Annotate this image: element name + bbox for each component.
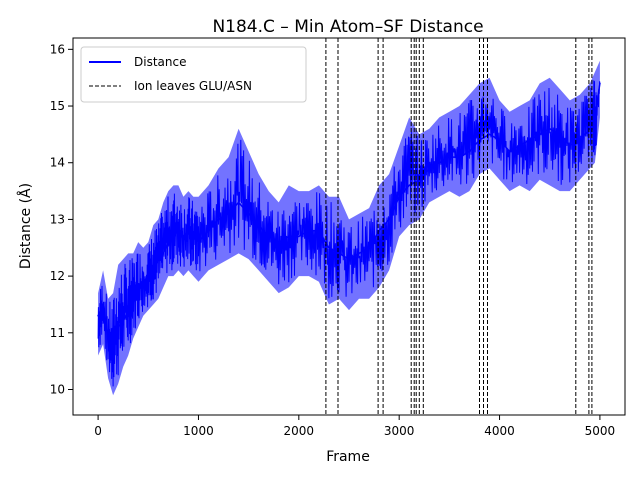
distance-point	[368, 247, 370, 249]
distance-point	[142, 281, 145, 283]
distance-point	[288, 235, 290, 238]
distance-point	[132, 303, 134, 306]
distance-point	[298, 235, 300, 238]
y-tick-label: 12	[50, 269, 65, 283]
y-tick-label: 11	[50, 326, 65, 340]
distance-point	[217, 218, 220, 221]
distance-point	[192, 235, 195, 238]
distance-point	[112, 332, 114, 334]
distance-point	[197, 241, 200, 243]
legend: Distance Ion leaves GLU/ASN	[80, 46, 307, 103]
distance-point	[378, 230, 380, 232]
distance-point	[182, 235, 185, 238]
distance-point	[157, 258, 160, 260]
distance-point	[162, 252, 165, 255]
distance-point	[147, 275, 150, 277]
distance-point	[117, 326, 119, 328]
distance-point	[488, 133, 491, 136]
x-axis-ticks: 0 1000 2000 3000 4000 5000	[94, 415, 615, 438]
distance-point	[207, 230, 210, 232]
distance-point	[398, 195, 401, 198]
x-tick-label: 3000	[384, 424, 415, 438]
distance-point	[167, 241, 170, 243]
distance-point	[127, 309, 129, 311]
distance-point	[308, 230, 310, 232]
distance-point	[97, 315, 99, 317]
line-layer	[97, 80, 601, 387]
distance-point	[528, 139, 531, 141]
distance-point	[599, 82, 601, 85]
distance-point	[227, 212, 230, 215]
x-axis-label: Frame	[326, 449, 370, 465]
legend-label-ion-leaves: Ion leaves GLU/ASN	[134, 79, 252, 93]
distance-point	[122, 320, 124, 323]
distance-point	[102, 303, 104, 306]
event-lines	[325, 38, 593, 415]
distance-point	[358, 252, 360, 255]
x-tick-label: 1000	[183, 424, 214, 438]
plot-frame	[72, 37, 626, 416]
distance-point	[408, 184, 411, 187]
distance-point	[428, 167, 431, 170]
distance-point	[589, 127, 591, 130]
distance-point	[277, 241, 280, 243]
y-tick-label: 15	[50, 99, 65, 113]
distance-trace	[97, 80, 601, 387]
distance-point	[518, 144, 521, 147]
distance-point	[152, 264, 155, 266]
distance-point	[348, 258, 350, 260]
y-tick-label: 16	[50, 42, 65, 56]
x-tick-label: 5000	[585, 424, 616, 438]
distance-point	[569, 144, 571, 147]
distance-point	[257, 224, 260, 226]
distance-point	[137, 286, 139, 289]
distance-line	[97, 83, 601, 341]
distance-point	[107, 337, 109, 340]
distance-point	[388, 218, 390, 221]
distance-point	[267, 235, 270, 238]
y-axis-label: Distance (Å)	[17, 183, 34, 269]
distance-point	[187, 230, 190, 232]
y-tick-label: 10	[50, 382, 65, 396]
distance-point	[579, 139, 581, 141]
distance-point	[318, 230, 320, 232]
distance-point	[177, 230, 180, 232]
distance-point	[338, 252, 340, 255]
chart-title: N184.C – Min Atom–SF Distance	[212, 17, 483, 37]
legend-box	[80, 46, 307, 103]
distance-point	[508, 150, 511, 153]
legend-label-distance: Distance	[134, 55, 186, 69]
y-tick-label: 13	[50, 212, 65, 226]
distance-point	[548, 127, 551, 130]
x-tick-label: 2000	[284, 424, 315, 438]
distance-point	[468, 150, 471, 153]
distance-point	[594, 116, 596, 119]
distance-point	[247, 212, 250, 215]
distance-point	[559, 133, 561, 136]
distance-point	[172, 235, 175, 238]
x-tick-label: 0	[94, 424, 102, 438]
distance-point	[237, 201, 240, 204]
distance-point	[328, 247, 330, 249]
y-axis-ticks: 10 11 12 13 14 15 16	[50, 42, 73, 396]
distance-point	[498, 139, 501, 141]
distance-point	[458, 156, 461, 158]
distance-point	[538, 133, 541, 136]
y-tick-label: 14	[50, 156, 65, 170]
distance-point	[438, 161, 441, 164]
x-tick-label: 4000	[484, 424, 515, 438]
distance-point	[448, 156, 451, 158]
